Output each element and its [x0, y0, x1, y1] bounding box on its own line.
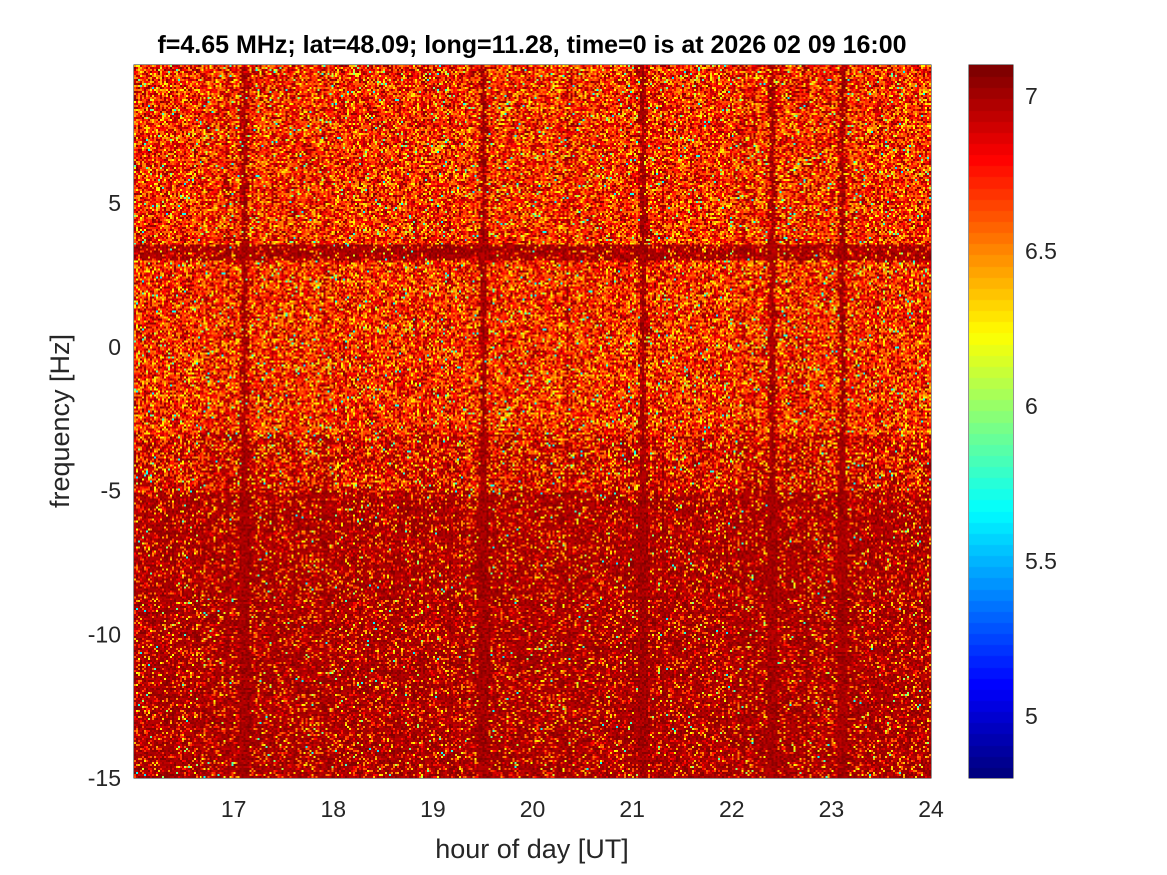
x-axis-ticks: 17 18 19 20 21 22 23 24	[221, 65, 944, 822]
x-tick-label: 18	[320, 796, 346, 822]
colorbar	[969, 65, 1013, 778]
x-axis-label: hour of day [UT]	[435, 834, 629, 864]
y-tick-label: -10	[88, 621, 121, 647]
x-tick-label: 20	[520, 796, 546, 822]
x-tick-label: 23	[819, 796, 845, 822]
spectrogram-heatmap	[134, 65, 931, 778]
y-tick-label: -15	[88, 765, 121, 791]
x-tick-label: 21	[619, 796, 645, 822]
y-tick-label: -5	[101, 478, 121, 504]
x-tick-label: 22	[719, 796, 745, 822]
colorbar-tick-label: 6	[1025, 393, 1038, 419]
chart-title: f=4.65 MHz; lat=48.09; long=11.28, time=…	[157, 31, 906, 59]
y-axis-ticks: -15 -10 -5 0 5	[88, 190, 931, 791]
colorbar-tick-label: 6.5	[1025, 238, 1057, 264]
x-tick-label: 19	[420, 796, 446, 822]
y-tick-label: 0	[108, 334, 121, 360]
y-axis-label: frequency [Hz]	[45, 334, 75, 508]
colorbar-tick-label: 7	[1025, 83, 1038, 109]
colorbar-tick-label: 5.5	[1025, 548, 1057, 574]
colorbar-tick-label: 5	[1025, 703, 1038, 729]
x-tick-label: 17	[221, 796, 247, 822]
x-tick-label: 24	[918, 796, 944, 822]
y-tick-label: 5	[108, 190, 121, 216]
